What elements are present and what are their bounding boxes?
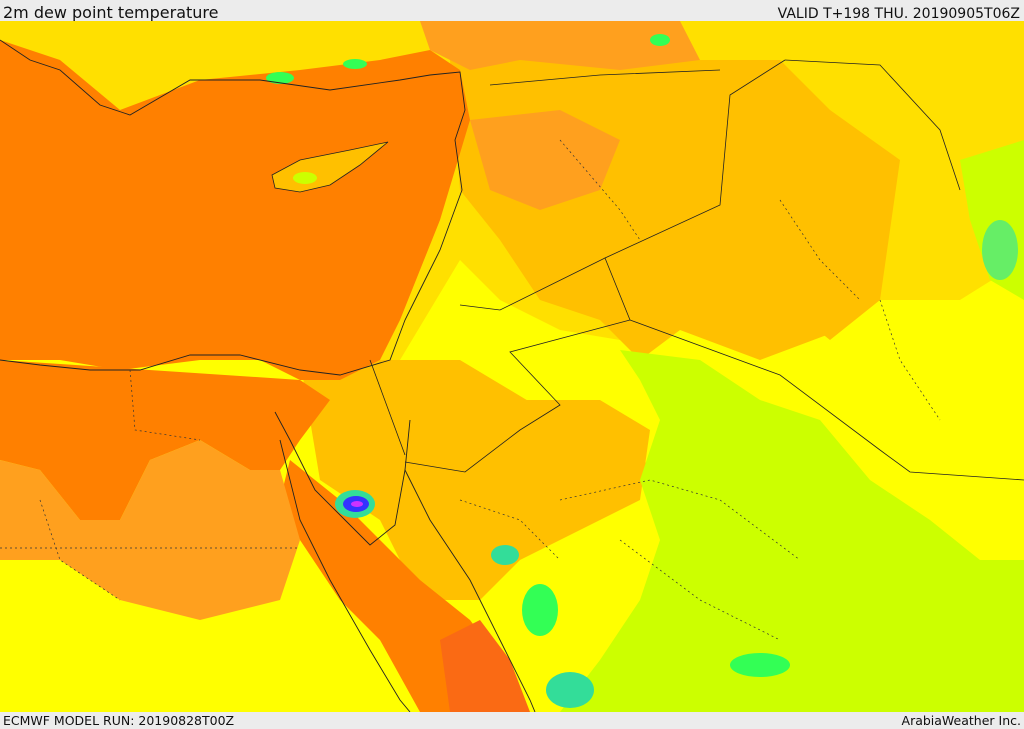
footer-bar: ECMWF MODEL RUN: 20190828T00Z ArabiaWeat… [0,712,1024,729]
field-green-cyprus [293,172,317,184]
field-yellowgreen-arabia [560,350,1024,712]
coastlines [0,39,536,712]
field-green-redsea-b [491,545,519,565]
model-run-label: ECMWF MODEL RUN: 20190828T00Z [3,713,235,728]
credit-label: ArabiaWeather Inc. [901,713,1021,728]
field-lightorange-egypt [0,440,300,620]
field-green-redsea-a [522,584,558,636]
field-amber-arabia [520,400,650,520]
field-amber-sinai [300,360,650,600]
map-title: 2m dew point temperature [3,3,219,22]
province-borders [0,139,941,641]
valid-time: VALID T+198 THU. 20190905T06Z [777,6,1020,22]
map-area [0,21,1024,712]
field-green-turkey-a [266,72,294,84]
field-amber-iraq [720,110,900,340]
field-green-turkey-b [343,59,367,69]
field-lightorange-turkey [420,21,700,70]
field-magenta-core [351,501,363,507]
header-bar: 2m dew point temperature VALID T+198 THU… [0,0,1024,22]
field-green-turkey-c [650,34,670,46]
field-lightorange-syria [470,110,620,210]
field-green-iraq [982,220,1018,280]
field-dark-orange-south [440,620,530,712]
field-teal-south [546,672,594,708]
country-borders [369,59,1024,481]
field-green-arabia [730,653,790,677]
field-orange-med [0,40,470,380]
dew-point-map [0,21,1024,712]
field-orange-egypt [0,360,330,520]
